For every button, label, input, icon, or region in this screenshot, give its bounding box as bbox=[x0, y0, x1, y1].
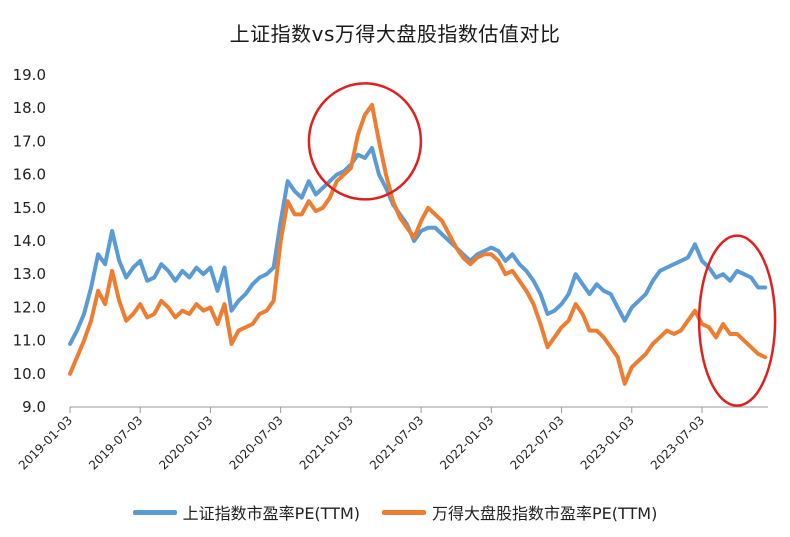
y-tick-label: 11.0 bbox=[13, 332, 46, 350]
x-tick-label: 2019-07-03 bbox=[86, 413, 145, 472]
y-tick-label: 10.0 bbox=[13, 365, 46, 383]
highlight-circle-peak bbox=[307, 82, 423, 201]
y-tick-label: 13.0 bbox=[13, 265, 46, 283]
chart-title: 上证指数vs万得大盘股指数估值对比 bbox=[229, 22, 561, 46]
x-tick-label: 2022-01-03 bbox=[437, 413, 496, 472]
x-tick-label: 2022-07-03 bbox=[507, 413, 566, 472]
x-tick-label: 2021-01-03 bbox=[297, 413, 356, 472]
y-tick-label: 18.0 bbox=[13, 99, 46, 117]
legend-swatch-shanghai bbox=[132, 509, 177, 515]
legend-item-shanghai: 上证指数市盈率PE(TTM) bbox=[132, 500, 360, 524]
x-tick-label: 2021-07-03 bbox=[367, 413, 426, 472]
series-line-shanghai-pe bbox=[68, 146, 768, 346]
series-line-wind-pe bbox=[68, 102, 768, 386]
legend-label-wind: 万得大盘股指数市盈率PE(TTM) bbox=[432, 504, 658, 523]
y-tick-label: 17.0 bbox=[13, 132, 46, 150]
x-tick-label: 2023-07-03 bbox=[648, 413, 707, 472]
y-tick-label: 9.0 bbox=[22, 398, 46, 416]
x-tick-label: 2020-01-03 bbox=[156, 413, 215, 472]
x-tick-label: 2020-07-03 bbox=[227, 413, 286, 472]
highlight-circle-recent bbox=[697, 234, 777, 407]
chart-legend: 上证指数市盈率PE(TTM) 万得大盘股指数市盈率PE(TTM) bbox=[0, 500, 790, 524]
y-tick-label: 16.0 bbox=[13, 166, 46, 184]
legend-label-shanghai: 上证指数市盈率PE(TTM) bbox=[182, 504, 360, 523]
legend-item-wind: 万得大盘股指数市盈率PE(TTM) bbox=[382, 500, 657, 524]
y-tick-label: 12.0 bbox=[13, 298, 46, 316]
x-tick-label: 2023-01-03 bbox=[578, 413, 637, 472]
y-tick-label: 15.0 bbox=[13, 199, 46, 217]
x-tick-label: 2019-01-03 bbox=[16, 413, 75, 472]
y-tick-label: 14.0 bbox=[13, 232, 46, 250]
y-tick-label: 19.0 bbox=[13, 66, 46, 84]
legend-swatch-wind bbox=[382, 509, 426, 515]
